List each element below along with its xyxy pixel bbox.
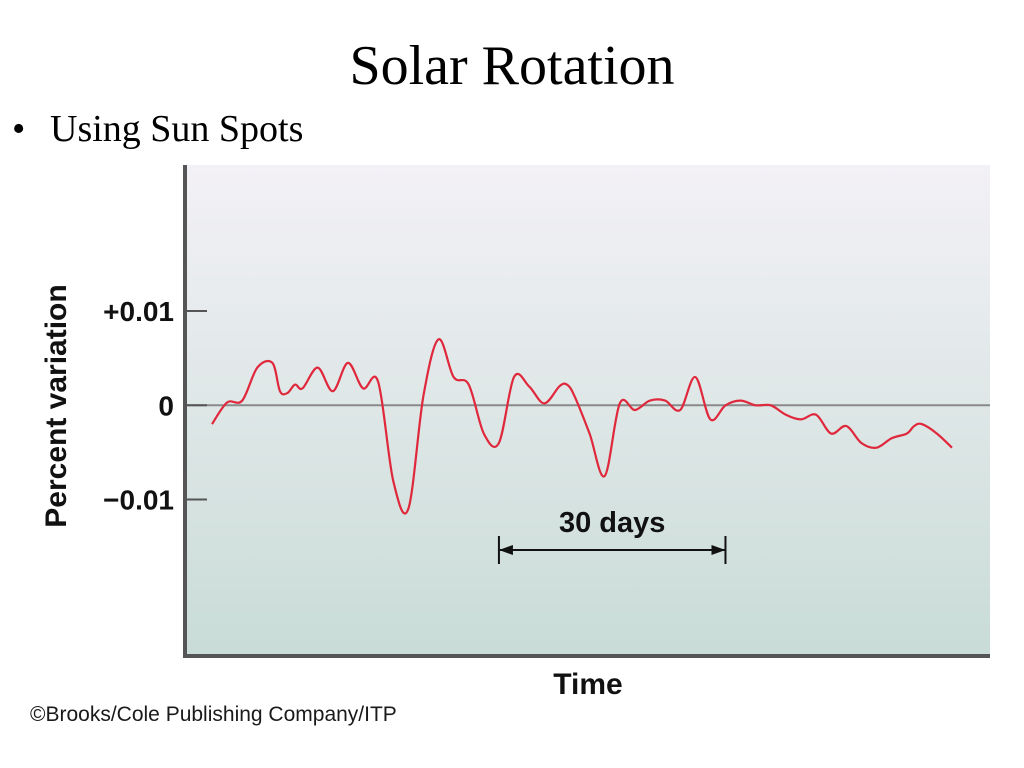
y-tick-label: −0.01 <box>103 485 174 516</box>
y-ticks: +0.01 0 −0.01 <box>103 296 207 516</box>
plot-background <box>185 165 990 655</box>
copyright-credit: ©Brooks/Cole Publishing Company/ITP <box>30 703 397 726</box>
y-tick-label: 0 <box>158 390 174 421</box>
annotation-30-days: 30 days <box>497 507 727 564</box>
bullet-symbol: • <box>12 108 26 150</box>
annotation-label: 30 days <box>559 507 665 539</box>
series-line <box>211 338 953 515</box>
y-tick-label: +0.01 <box>103 296 174 327</box>
y-axis-label: Percent variation <box>40 284 73 527</box>
x-axis-label: Time <box>553 668 622 701</box>
series-group <box>211 338 953 515</box>
slide-title: Solar Rotation <box>349 35 675 97</box>
bullet-text: Using Sun Spots <box>50 108 304 150</box>
bullet-item: • Using Sun Spots <box>12 105 303 153</box>
